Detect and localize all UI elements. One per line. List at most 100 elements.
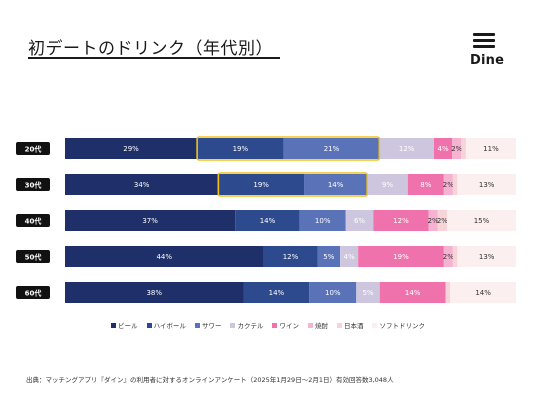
- legend-item: 焼酎: [307, 320, 328, 330]
- bar-segment: [443, 174, 453, 195]
- data-label: 12%: [283, 253, 299, 261]
- legend-label: 焼酎: [314, 322, 328, 330]
- legend-label: 日本酒: [343, 322, 364, 330]
- bar-segment: [65, 246, 264, 267]
- data-label: 5%: [323, 253, 334, 261]
- highlight-box: [196, 136, 381, 161]
- data-label: 14%: [475, 289, 491, 297]
- legend-swatch: [372, 322, 378, 328]
- data-label: 15%: [474, 217, 490, 225]
- data-label: 12%: [399, 145, 415, 153]
- data-label: 21%: [324, 145, 340, 153]
- data-label: 4%: [344, 253, 355, 261]
- category-label-box: [16, 178, 50, 191]
- data-label: 10%: [315, 217, 331, 225]
- bar-segment: [263, 246, 318, 267]
- data-label: 13%: [479, 181, 495, 189]
- data-label: 19%: [393, 253, 409, 261]
- bar-segment: [428, 210, 438, 231]
- legend-item: ハイボール: [146, 320, 186, 330]
- logo-text: Dine: [470, 53, 505, 68]
- data-label: 2%: [437, 217, 448, 225]
- bar-segment: [461, 138, 466, 159]
- bar-segment: [407, 174, 444, 195]
- bar-segment: [437, 210, 447, 231]
- legend-swatch: [307, 322, 313, 328]
- category-label: 60代: [25, 289, 42, 298]
- legend-item: ビール: [111, 320, 138, 330]
- bar-segment: [452, 138, 462, 159]
- legend-label: サワー: [201, 322, 222, 330]
- data-label: 14%: [328, 181, 344, 189]
- data-label: 19%: [253, 181, 269, 189]
- page-title: 初デートのドリンク（年代別）: [28, 39, 273, 59]
- category-label: 20代: [25, 145, 42, 154]
- data-label: 19%: [233, 145, 249, 153]
- data-label: 2%: [443, 181, 454, 189]
- bar-segment: [356, 282, 380, 303]
- category-label: 50代: [25, 253, 42, 262]
- category-label-box: [16, 286, 50, 299]
- bar-segment: [304, 174, 368, 195]
- bar-segment: [65, 138, 198, 159]
- bar-segment: [465, 138, 516, 159]
- data-label: 2%: [443, 253, 454, 261]
- data-label: 9%: [382, 181, 393, 189]
- data-label: 34%: [134, 181, 150, 189]
- bar-segment: [443, 246, 453, 267]
- bar-segment: [65, 282, 244, 303]
- legend-label: ワイン: [279, 322, 299, 330]
- legend-swatch: [194, 322, 200, 328]
- bar-segment: [197, 138, 284, 159]
- bar-segment: [457, 174, 516, 195]
- category-label: 30代: [25, 181, 42, 190]
- legend-swatch: [336, 322, 342, 328]
- legend-item: 日本酒: [336, 320, 364, 330]
- data-label: 11%: [483, 145, 499, 153]
- bar-segment: [235, 210, 300, 231]
- highlight-box: [217, 172, 368, 197]
- bar-segment: [345, 210, 374, 231]
- bar-segment: [446, 210, 516, 231]
- category-label: 40代: [25, 217, 42, 226]
- data-label: 13%: [479, 253, 495, 261]
- data-label: 8%: [420, 181, 431, 189]
- bar-segment: [317, 246, 341, 267]
- data-label: 6%: [354, 217, 365, 225]
- chart-legend: ビール ハイボール サワー カクテル ワイン 焼酎 日本酒 ソフトドリンク: [0, 320, 536, 330]
- data-label: 29%: [123, 145, 139, 153]
- data-label: 14%: [269, 289, 285, 297]
- data-label: 5%: [362, 289, 373, 297]
- data-label: 44%: [156, 253, 172, 261]
- bar-segment: [452, 174, 458, 195]
- data-label: 2%: [451, 145, 462, 153]
- legend-label: ソフトドリンク: [379, 322, 425, 330]
- data-label: 4%: [438, 145, 449, 153]
- bar-segment: [340, 246, 359, 267]
- legend-item: サワー: [194, 320, 222, 330]
- legend-swatch: [230, 322, 236, 328]
- data-label: 14%: [405, 289, 421, 297]
- legend-label: ビール: [118, 322, 138, 330]
- dine-logo: Dine: [470, 33, 505, 73]
- legend-label: ハイボール: [153, 322, 186, 330]
- bar-segment: [243, 282, 310, 303]
- bar-segment: [65, 210, 236, 231]
- legend-label: カクテル: [237, 322, 264, 330]
- legend-item: カクテル: [230, 320, 263, 330]
- legend-swatch: [111, 322, 117, 328]
- legend-item: ワイン: [272, 320, 299, 330]
- category-label-box: [16, 250, 50, 263]
- bar-segment: [450, 282, 516, 303]
- bar-segment: [457, 246, 516, 267]
- bar-segment: [379, 282, 446, 303]
- data-label: 38%: [146, 289, 162, 297]
- bar-segment: [218, 174, 305, 195]
- data-label: 2%: [428, 217, 439, 225]
- data-label: 37%: [142, 217, 158, 225]
- bar-segment: [379, 138, 434, 159]
- bar-segment: [358, 246, 444, 267]
- bar-segment: [65, 174, 219, 195]
- category-label-box: [16, 214, 50, 227]
